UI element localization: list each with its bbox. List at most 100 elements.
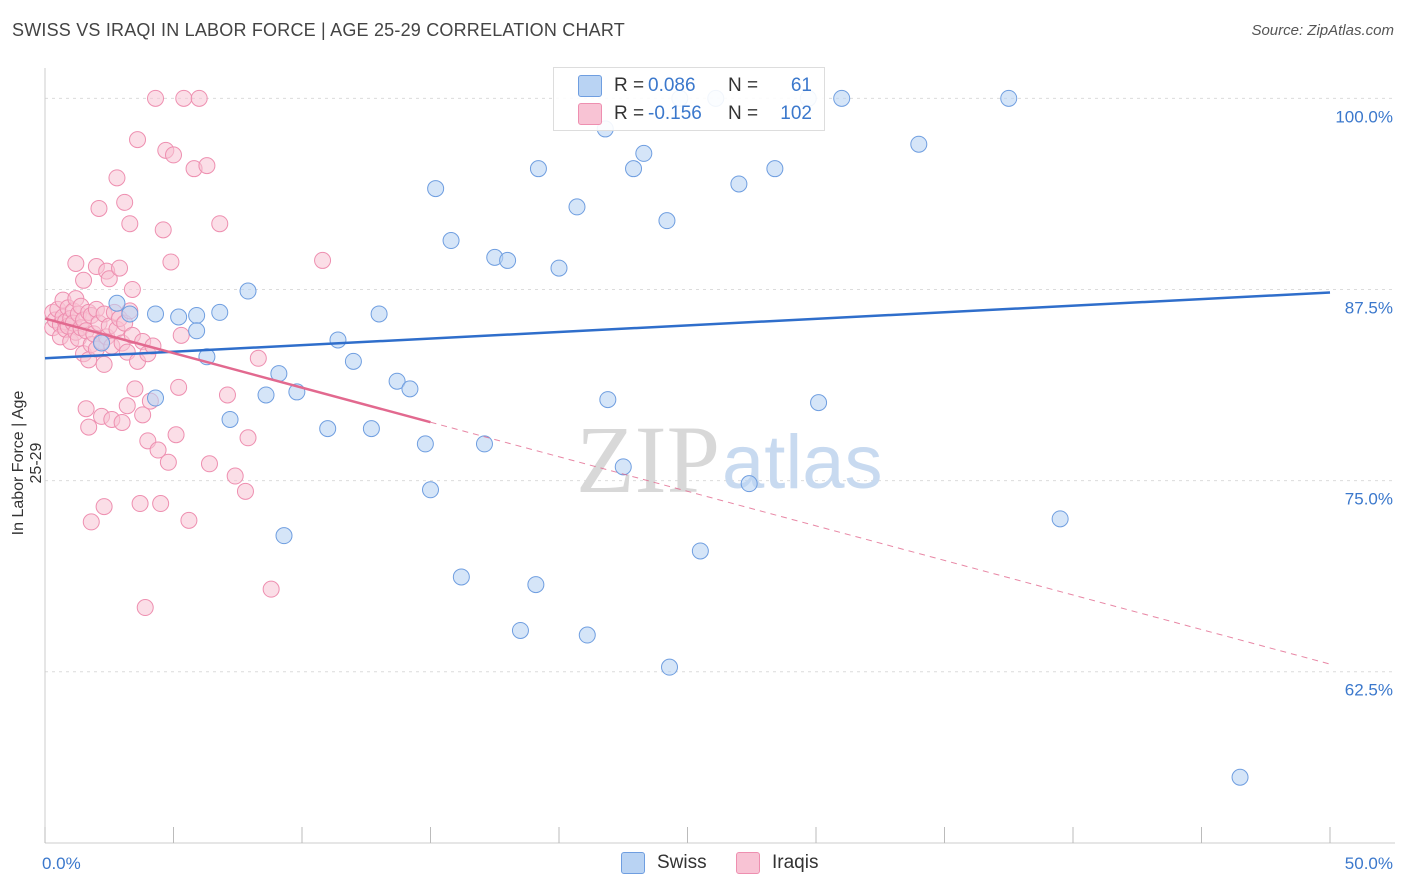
swiss-point xyxy=(511,621,529,639)
iraqi-point xyxy=(129,131,147,149)
swiss-point xyxy=(422,481,439,499)
swiss-point xyxy=(1000,89,1018,107)
swiss-swatch xyxy=(578,75,602,97)
swiss-point xyxy=(475,435,493,453)
iraqi-point xyxy=(90,199,108,217)
swiss-point xyxy=(529,160,547,178)
bottom-legend-swiss: Swiss xyxy=(621,852,707,874)
x-tick-label-max: 50.0% xyxy=(1345,854,1393,873)
iraqi-point xyxy=(218,386,236,404)
x-tick-label-min: 0.0% xyxy=(42,854,81,873)
trend-lines xyxy=(44,291,1331,665)
chart-title: SWISS VS IRAQI IN LABOR FORCE | AGE 25-2… xyxy=(12,20,625,40)
swiss-trend-line xyxy=(44,291,1331,360)
iraqi-point xyxy=(211,215,229,233)
data-points xyxy=(44,89,1249,786)
swiss-point xyxy=(275,527,293,545)
swiss-point xyxy=(388,372,406,390)
iraqi-point xyxy=(75,271,93,289)
swiss-point xyxy=(499,251,517,269)
iraqi-point xyxy=(314,251,332,269)
iraqi-point xyxy=(198,157,216,175)
iraqi-point xyxy=(77,400,95,418)
iraqi-point xyxy=(190,89,208,107)
swiss-point xyxy=(599,391,617,409)
r-label: R = xyxy=(614,75,645,96)
iraqi-n-value: 102 xyxy=(780,103,812,124)
iraqi-point xyxy=(262,580,280,598)
swiss-point xyxy=(910,135,928,153)
iraqi-legend-label: Iraqis xyxy=(772,852,819,873)
iraqi-point xyxy=(249,349,267,367)
axes xyxy=(44,68,1395,844)
y-tick-label: 100.0% xyxy=(1335,107,1393,126)
swiss-point xyxy=(329,331,347,349)
swiss-point xyxy=(1051,510,1069,528)
y-tick-label: 87.5% xyxy=(1345,298,1393,317)
iraqi-point xyxy=(131,495,149,513)
swiss-point xyxy=(442,232,460,250)
iraqi-point xyxy=(165,146,182,164)
swiss-point xyxy=(568,198,586,216)
swiss-point xyxy=(550,259,568,277)
iraqi-point xyxy=(239,429,257,447)
iraqi-point xyxy=(100,270,118,288)
iraqi-point xyxy=(167,426,185,444)
iraqi-point xyxy=(121,215,139,233)
iraqi-point xyxy=(67,254,85,272)
y-tick-label: 75.0% xyxy=(1345,490,1393,509)
swiss-point xyxy=(188,306,206,324)
swiss-point xyxy=(766,160,784,178)
swiss-point xyxy=(740,475,758,493)
gridlines xyxy=(45,97,1395,673)
swiss-point xyxy=(691,542,709,560)
swiss-point xyxy=(319,420,337,438)
swiss-point xyxy=(614,458,632,476)
iraqi-point xyxy=(123,280,141,298)
swiss-point xyxy=(170,308,188,326)
swiss-point xyxy=(147,305,165,323)
iraqi-point xyxy=(180,511,198,529)
iraqi-point xyxy=(149,441,167,459)
iraqi-point xyxy=(159,453,177,471)
iraqi-point xyxy=(108,169,126,187)
iraqi-point xyxy=(118,397,136,415)
source-label: Source: ZipAtlas.com xyxy=(1251,22,1394,39)
iraqi-point xyxy=(172,326,190,344)
bottom-legend-iraqis: Iraqis xyxy=(736,852,818,874)
legend-row-iraqis: R = -0.156 N = 102 xyxy=(578,100,812,128)
swiss-point xyxy=(730,175,748,193)
iraqi-point xyxy=(226,467,244,485)
iraqi-swatch xyxy=(578,103,602,125)
swiss-legend-label: Swiss xyxy=(657,852,707,873)
r-label: R = xyxy=(614,103,645,124)
iraqi-point xyxy=(147,89,165,107)
iraqi-point xyxy=(236,482,254,500)
watermark-atlas: atlas xyxy=(722,420,883,505)
swiss-point xyxy=(221,410,239,428)
iraqi-point xyxy=(95,355,113,373)
watermark-zip: ZIP xyxy=(576,406,720,513)
swiss-point xyxy=(527,576,545,594)
iraqi-point xyxy=(136,599,154,617)
swiss-point xyxy=(833,89,851,107)
swiss-n-value: 61 xyxy=(790,75,812,96)
iraqi-point xyxy=(162,253,180,271)
swiss-r-value: 0.086 xyxy=(648,75,696,96)
swiss-point xyxy=(344,352,362,370)
iraqi-point xyxy=(111,259,129,277)
iraqi-point xyxy=(113,414,131,432)
swiss-point xyxy=(239,282,257,300)
iraqi-trend-line xyxy=(44,317,431,424)
swiss-point xyxy=(427,180,445,198)
iraqi-point xyxy=(82,513,100,531)
iraqi-point xyxy=(80,418,98,436)
swiss-point xyxy=(416,435,434,453)
tick-labels: 62.5% 75.0% 87.5% 100.0% 0.0% 50.0% xyxy=(42,107,1393,873)
iraqi-trend-line-dashed xyxy=(430,421,1331,665)
swiss-point xyxy=(121,305,139,323)
iraqi-point xyxy=(200,455,218,473)
swiss-point xyxy=(370,305,388,323)
swiss-point xyxy=(147,389,165,407)
swiss-point xyxy=(658,212,676,230)
